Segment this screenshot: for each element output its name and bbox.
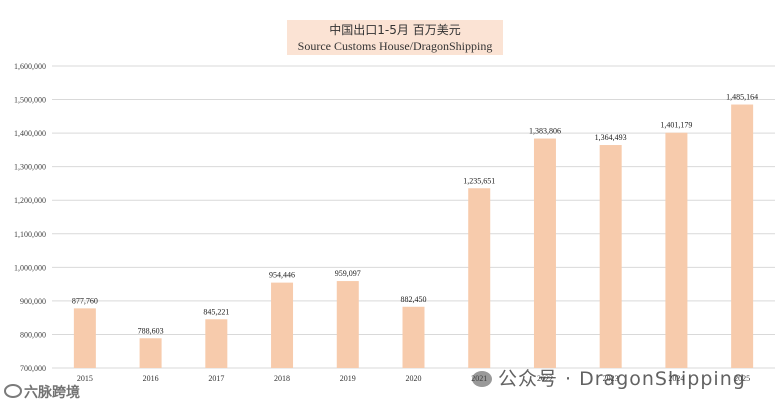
chart-title: 中国出口1-5月 百万美元 [329,23,461,37]
data-label: 788,603 [138,326,164,335]
watermark-text: 公众号 · DragonShipping [498,368,746,390]
bar [271,282,294,368]
x-tick-label: 2015 [77,374,93,383]
bar [73,308,96,368]
x-tick-label: 2019 [340,374,356,383]
x-tick-label: 2022 [537,374,553,383]
y-tick-label: 1,300,000 [14,163,46,172]
data-label: 882,450 [401,295,427,304]
x-tick-label: 2016 [143,374,159,383]
x-tick-label: 2018 [274,374,290,383]
brand-text: 六脉跨境 [24,385,80,401]
data-label: 1,401,179 [660,121,692,130]
wechat-icon [472,371,492,387]
y-tick-label: 1,600,000 [14,62,46,71]
bar [205,319,228,368]
data-label: 954,446 [269,271,295,280]
y-tick-label: 1,500,000 [14,96,46,105]
chart-title-box: 中国出口1-5月 百万美元 Source Customs House/Drago… [287,20,503,55]
y-tick-label: 800,000 [20,330,46,339]
chart-subtitle: Source Customs House/DragonShipping [297,39,493,53]
data-label: 845,221 [203,307,229,316]
y-tick-label: 1,100,000 [14,230,46,239]
x-tick-label: 2017 [208,374,224,383]
x-tick-label: 2024 [668,374,684,383]
watermark: 公众号 · DragonShipping [472,364,746,391]
bar [336,281,359,368]
y-tick-label: 1,400,000 [14,129,46,138]
data-label: 877,760 [72,296,98,305]
logo-icon [4,384,22,398]
bar [402,306,425,368]
y-tick-label: 1,200,000 [14,196,46,205]
x-tick-label: 2020 [406,374,422,383]
bar [665,132,688,368]
y-tick-label: 900,000 [20,297,46,306]
x-tick-label: 2025 [734,374,750,383]
data-label: 1,383,806 [529,127,561,136]
bar [139,338,162,368]
bar [731,104,754,368]
data-label: 1,485,164 [726,93,758,102]
bar [533,138,556,368]
bar [468,188,491,368]
y-tick-label: 700,000 [20,364,46,373]
bar [599,145,622,368]
brand-logo: 六脉跨境 [4,382,80,402]
x-tick-label: 2023 [603,374,619,383]
y-tick-label: 1,000,000 [14,263,46,272]
data-label: 1,364,493 [595,133,627,142]
data-label: 1,235,651 [463,176,495,185]
data-label: 959,097 [335,269,361,278]
